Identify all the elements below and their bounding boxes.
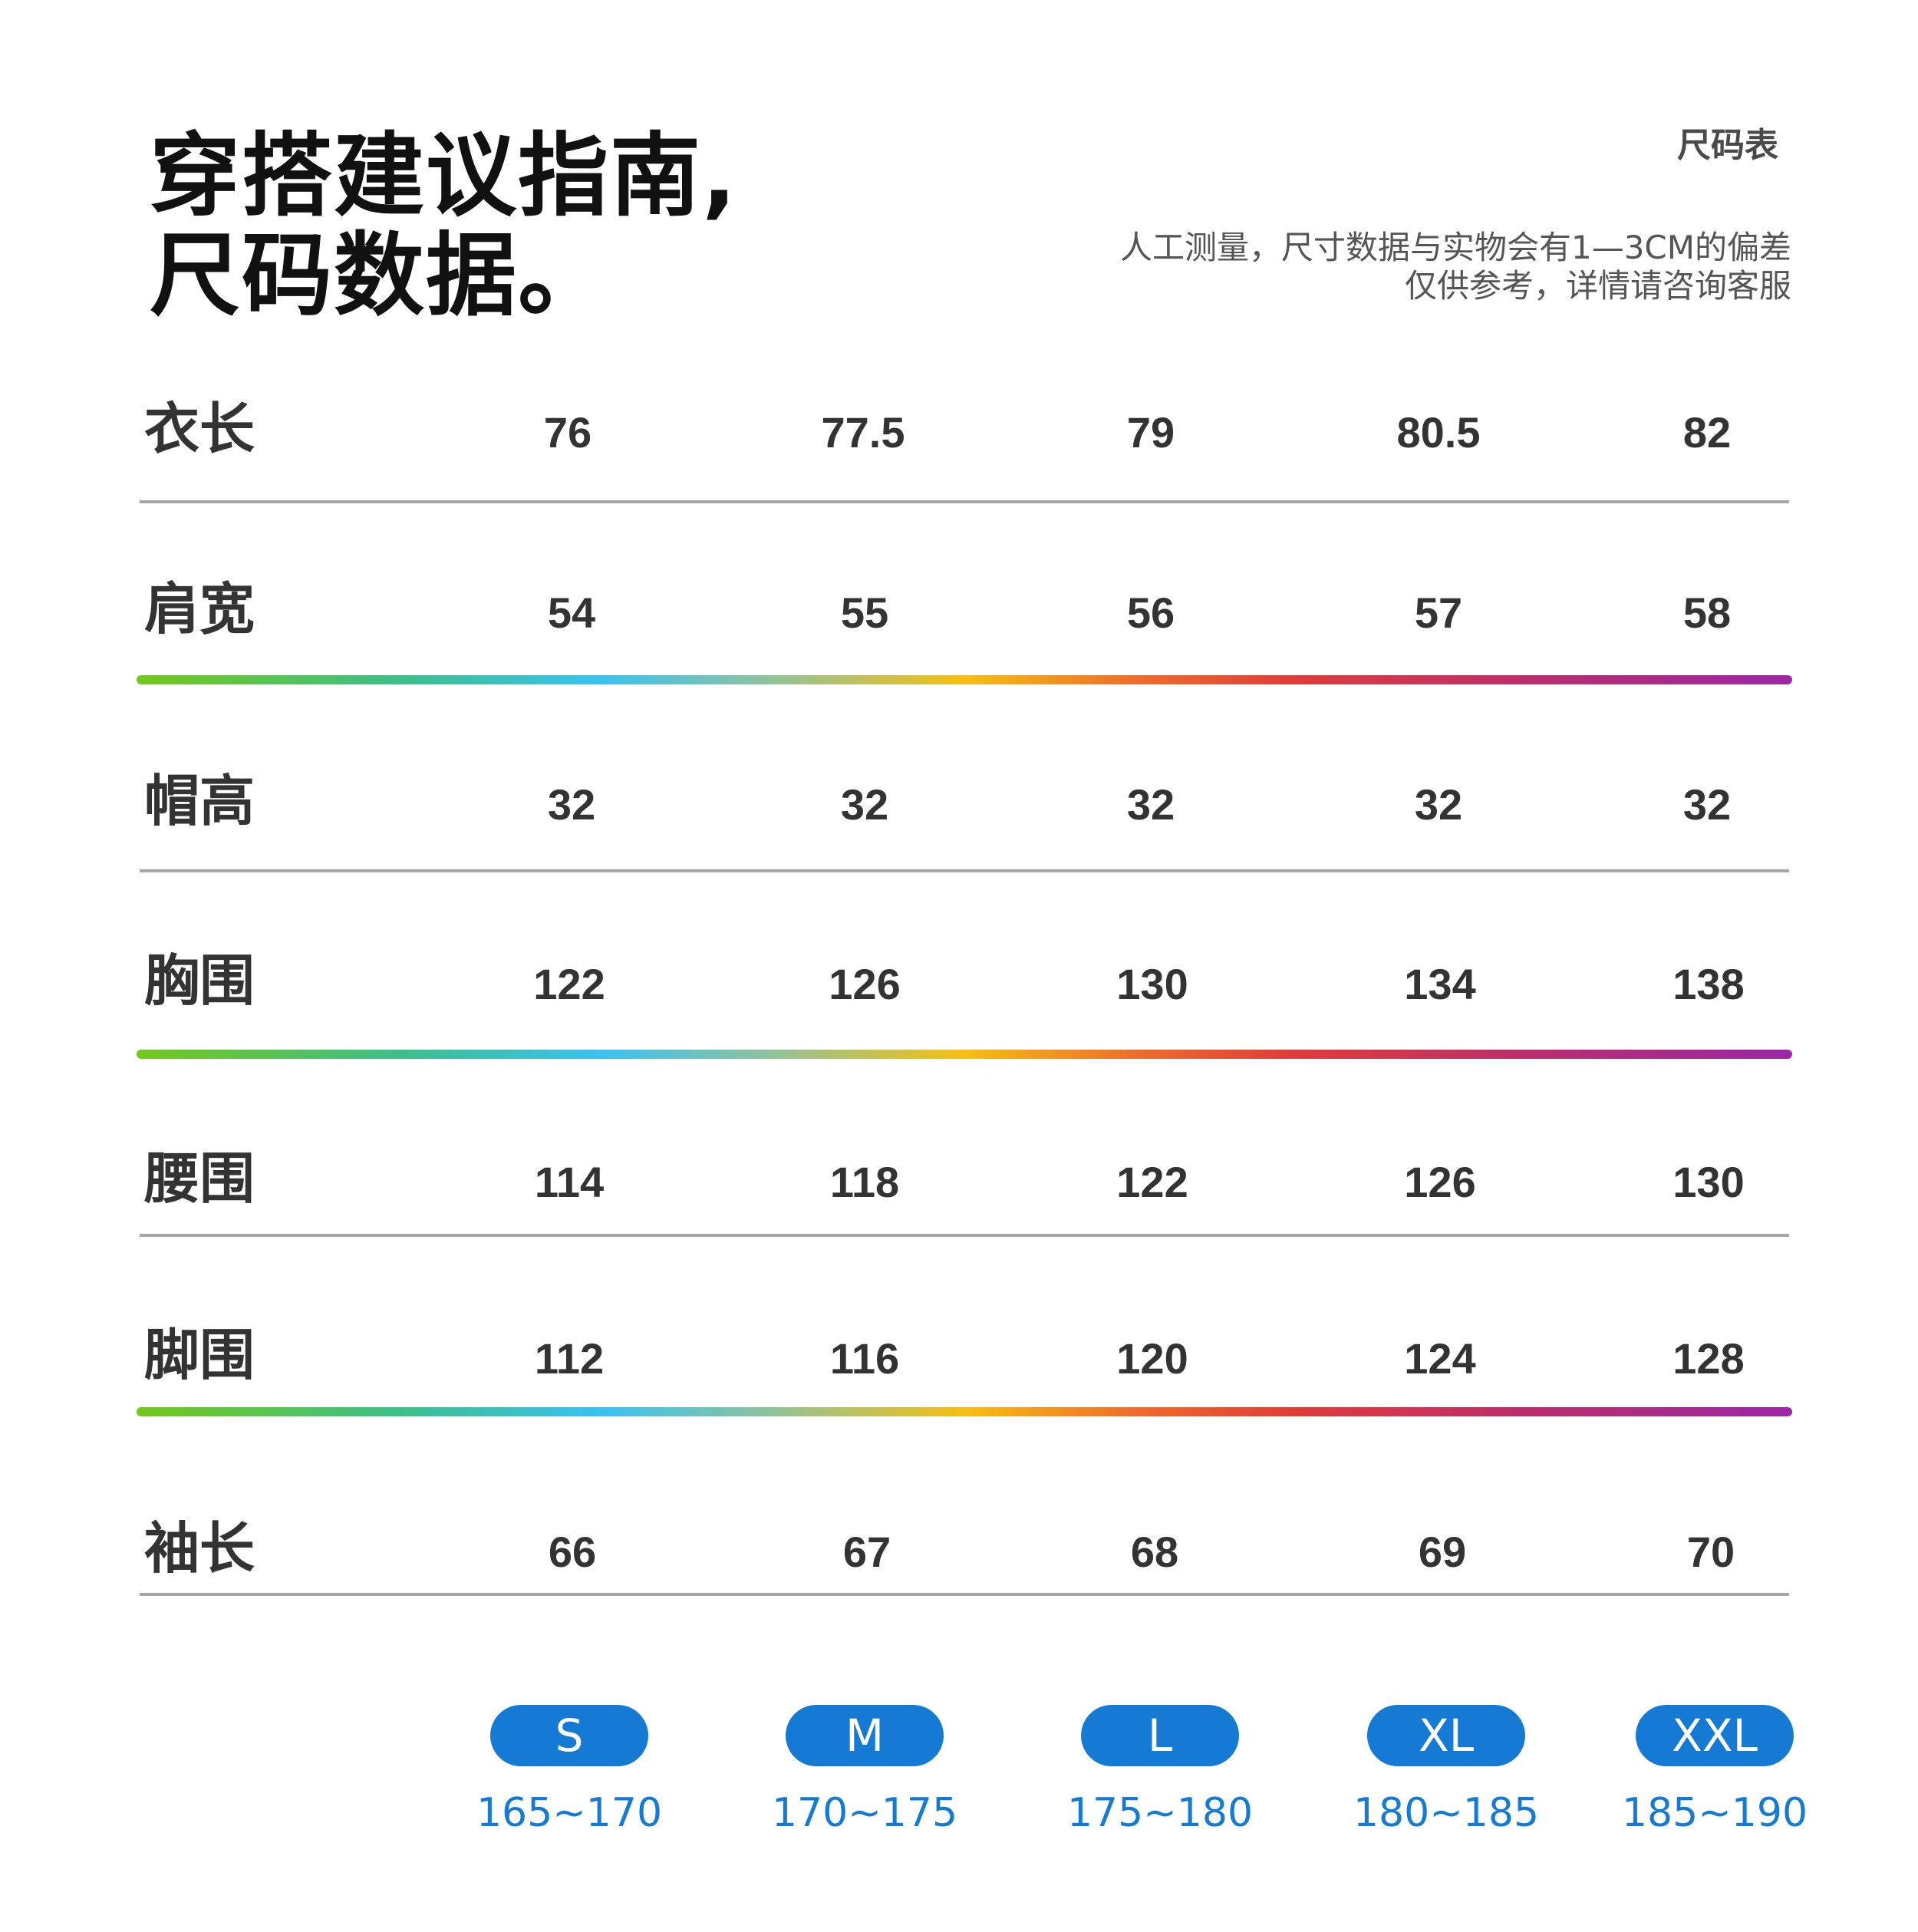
size-badge-xxl: XXL bbox=[1636, 1705, 1794, 1766]
size-badge-m: M bbox=[786, 1705, 944, 1766]
table-cell: 70 bbox=[1686, 1528, 1735, 1576]
row-label-shoulder: 肩宽 bbox=[144, 577, 255, 641]
size-badge-xl: XL bbox=[1367, 1705, 1525, 1766]
table-cell: 122 bbox=[1116, 1158, 1188, 1206]
table-cell: 69 bbox=[1418, 1528, 1467, 1576]
measurement-note-line-1: 人工测量，尺寸数据与实物会有1—3CM的偏差 bbox=[1119, 229, 1791, 266]
size-badge-s: S bbox=[490, 1705, 648, 1766]
table-cell: 76 bbox=[543, 408, 592, 457]
table-cell: 126 bbox=[1404, 1158, 1476, 1206]
row-divider bbox=[140, 869, 1789, 872]
table-cell: 67 bbox=[842, 1528, 891, 1576]
row-divider bbox=[140, 500, 1789, 503]
table-cell: 57 bbox=[1414, 589, 1463, 637]
table-cell: 58 bbox=[1682, 589, 1732, 637]
gradient-divider bbox=[137, 675, 1792, 684]
gradient-divider bbox=[137, 1050, 1792, 1059]
table-cell: 77.5 bbox=[821, 408, 905, 457]
row-divider bbox=[140, 1593, 1789, 1596]
table-cell: 116 bbox=[829, 1334, 900, 1383]
table-cell: 82 bbox=[1682, 408, 1732, 457]
table-cell: 80.5 bbox=[1396, 408, 1481, 457]
row-label-waist: 腰围 bbox=[144, 1146, 255, 1211]
table-cell: 128 bbox=[1672, 1334, 1745, 1383]
table-cell: 32 bbox=[1414, 780, 1463, 829]
table-cell: 118 bbox=[829, 1158, 900, 1206]
page-title-line-2: 尺码数据。 bbox=[150, 223, 611, 328]
table-cell: 68 bbox=[1130, 1528, 1179, 1576]
table-cell: 32 bbox=[1682, 780, 1732, 829]
table-cell: 120 bbox=[1116, 1334, 1188, 1383]
row-label-length: 衣长 bbox=[144, 397, 255, 461]
table-cell: 32 bbox=[547, 780, 596, 829]
height-range: 170~175 bbox=[771, 1790, 958, 1836]
height-range: 165~170 bbox=[476, 1790, 663, 1836]
table-cell: 134 bbox=[1404, 960, 1476, 1008]
page-title-line-1: 穿搭建议指南, bbox=[150, 123, 738, 229]
row-label-hood-height: 帽高 bbox=[144, 769, 255, 833]
height-range: 180~185 bbox=[1353, 1790, 1540, 1836]
table-cell: 66 bbox=[548, 1528, 597, 1576]
table-cell: 56 bbox=[1126, 589, 1175, 637]
table-cell: 130 bbox=[1116, 960, 1188, 1008]
size-chart-label: 尺码表 bbox=[1677, 126, 1778, 165]
row-divider bbox=[140, 1234, 1789, 1237]
table-cell: 112 bbox=[534, 1334, 605, 1383]
measurement-note-line-2: 仅供参考，详情请咨询客服 bbox=[1404, 267, 1791, 305]
table-cell: 32 bbox=[1126, 780, 1175, 829]
table-cell: 130 bbox=[1672, 1158, 1745, 1206]
height-range: 175~180 bbox=[1066, 1790, 1254, 1836]
table-cell: 32 bbox=[840, 780, 889, 829]
table-cell: 79 bbox=[1126, 408, 1175, 457]
row-label-sleeve: 袖长 bbox=[144, 1516, 255, 1581]
table-cell: 124 bbox=[1404, 1334, 1476, 1383]
table-cell: 114 bbox=[534, 1158, 605, 1206]
table-cell: 138 bbox=[1672, 960, 1745, 1008]
row-label-hem: 脚围 bbox=[144, 1323, 255, 1387]
table-cell: 55 bbox=[840, 589, 889, 637]
table-cell: 122 bbox=[533, 960, 605, 1008]
table-cell: 54 bbox=[547, 589, 596, 637]
size-badge-l: L bbox=[1081, 1705, 1239, 1766]
gradient-divider bbox=[137, 1407, 1792, 1416]
table-cell: 126 bbox=[829, 960, 901, 1008]
row-label-chest: 胸围 bbox=[144, 948, 255, 1013]
height-range: 185~190 bbox=[1621, 1790, 1808, 1836]
